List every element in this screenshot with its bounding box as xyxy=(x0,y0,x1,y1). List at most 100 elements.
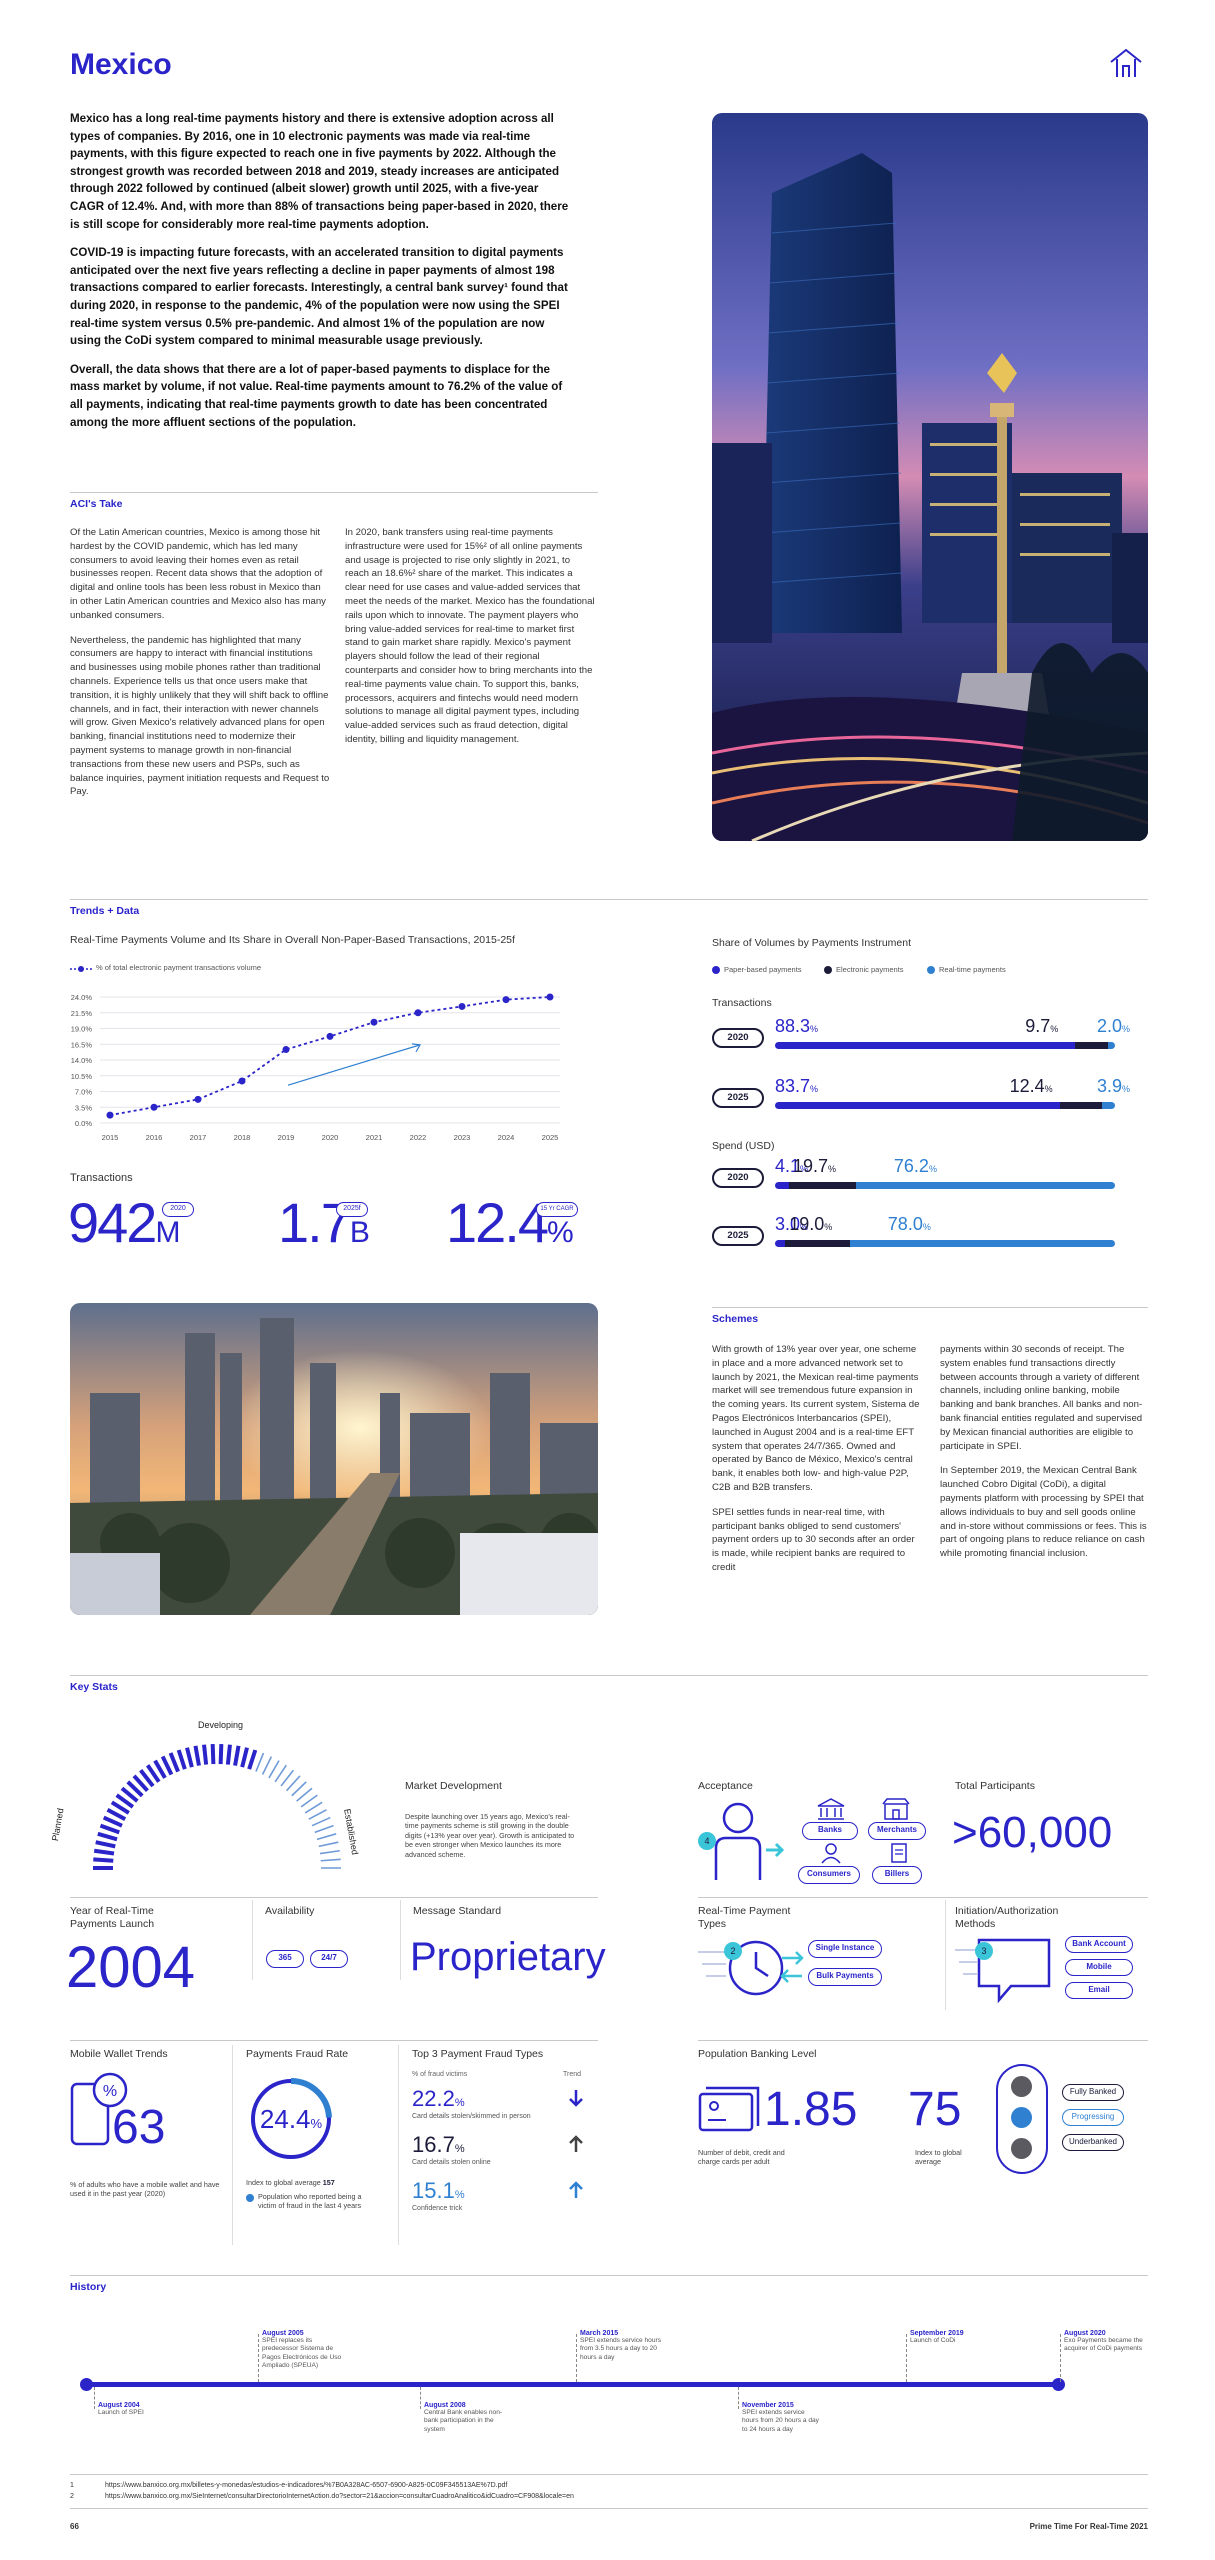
share-pct: % xyxy=(810,1084,819,1094)
y-tick-label: 10.5% xyxy=(71,1072,93,1081)
fraud-value: 16.7 xyxy=(412,2132,455,2157)
publication-title: Prime Time For Real-Time 2021 xyxy=(1029,2522,1148,2531)
share-transactions-label: Transactions xyxy=(712,997,772,1009)
timeline-start-dot xyxy=(80,2378,93,2391)
legend-label: Real-time payments xyxy=(939,965,1006,974)
chart-title: Real-Time Payments Volume and Its Share … xyxy=(70,934,515,946)
mexico-city-sunset-photo xyxy=(70,1303,598,1615)
aci-take-column-1: Of the Latin American countries, Mexico … xyxy=(70,526,330,810)
participants-title: Total Participants xyxy=(955,1780,1035,1792)
gauge-tick xyxy=(93,1857,114,1863)
schemes-heading: Schemes xyxy=(712,1313,759,1325)
rt-types-graphic: 2 Single Instance Bulk Payments xyxy=(698,1936,888,2006)
history-text: SPEI extends service hours from 3.5 hour… xyxy=(580,2337,661,2361)
gauge-tick xyxy=(168,1752,180,1773)
gauge-tick xyxy=(304,1801,323,1814)
clock-icon xyxy=(698,1940,804,1996)
availability-pill-247: 24/7 xyxy=(310,1950,348,1968)
gauge-tick xyxy=(115,1793,135,1809)
x-tick-label: 2020 xyxy=(322,1133,339,1142)
bar-electronic xyxy=(1059,1102,1102,1109)
acceptance-graphic: 4 Banks Merchants Consumers Billers xyxy=(696,1798,936,1890)
share-pct: % xyxy=(824,1222,833,1232)
bar-paper xyxy=(775,1240,786,1247)
gauge-tick xyxy=(193,1745,201,1766)
fraud-type-value: 15.1% xyxy=(412,2178,465,2204)
share-pct: % xyxy=(1122,1084,1131,1094)
history-text: Launch of SPEI xyxy=(98,2409,144,2416)
gauge-tick xyxy=(120,1786,139,1803)
share-pct: % xyxy=(1050,1024,1059,1034)
fraud-ring-fill xyxy=(290,2078,332,2118)
intro-paragraph-2: COVID-19 is impacting future forecasts, … xyxy=(70,246,568,348)
footnote-link[interactable]: https://www.banxico.org.mx/billetes-y-mo… xyxy=(105,2482,508,2489)
data-point xyxy=(370,1018,378,1026)
fraud-value: 15.1 xyxy=(412,2178,455,2203)
bar-paper xyxy=(775,1042,1076,1049)
x-tick-label: 2025 xyxy=(542,1133,559,1142)
history-date: August 2004 xyxy=(98,2402,140,2409)
share-title: Share of Volumes by Payments Instrument xyxy=(712,937,912,949)
mexico-city-night-photo xyxy=(712,113,1148,841)
gauge-tick xyxy=(176,1749,187,1770)
history-event-top: August 2005 SPEI replaces its predecessor… xyxy=(262,2330,344,2371)
y-tick-label: 19.0% xyxy=(71,1025,93,1034)
chart-legend-label: % of total electronic payment transactio… xyxy=(96,963,262,972)
gauge-tick xyxy=(316,1833,337,1841)
kpi-unit: M xyxy=(155,1216,181,1249)
fraud-index-value: 157 xyxy=(322,2178,335,2187)
share-pct: % xyxy=(810,1024,819,1034)
kpi-volume-2025: 1.7B 2025f xyxy=(278,1190,370,1255)
bar-electronic xyxy=(1075,1042,1109,1049)
share-pct: % xyxy=(1122,1024,1131,1034)
share-pct: % xyxy=(928,1164,937,1174)
gauge-tick xyxy=(93,1848,115,1856)
share-spend-label: Spend (USD) xyxy=(712,1140,775,1152)
aci-take-paragraph: Nevertheless, the pandemic has highlight… xyxy=(70,634,330,798)
gauge-tick xyxy=(247,1749,258,1770)
history-text: Launch of CoDi xyxy=(910,2337,956,2344)
home-icon[interactable] xyxy=(1108,46,1144,80)
footnote-number: 1 xyxy=(70,2482,74,2489)
gauge-tick xyxy=(261,1756,273,1775)
x-tick-label: 2019 xyxy=(278,1133,295,1142)
history-event-top: August 2020 Exo Payments became the acqui… xyxy=(1064,2330,1146,2354)
legend-label: Electronic payments xyxy=(836,965,904,974)
gauge-tick xyxy=(139,1769,155,1788)
banking-cards-value: 1.85 xyxy=(764,2083,858,2136)
gauge-tick xyxy=(274,1764,288,1783)
y-tick-label: 16.5% xyxy=(71,1040,93,1049)
fraud-type-label: Card details stolen/skimmed in person xyxy=(412,2113,531,2120)
history-text: SPEI replaces its predecessor Sistema de… xyxy=(262,2337,342,2370)
footnotes: 1 https://www.banxico.org.mx/billetes-y-m… xyxy=(70,2480,1148,2502)
launch-year: 2004 xyxy=(66,1935,196,2000)
acceptance-title: Acceptance xyxy=(698,1780,753,1792)
banking-index-value: 75 xyxy=(908,2083,962,2136)
history-event-bottom: November 2015 SPEI extends service hours … xyxy=(742,2402,822,2434)
timeline-end-dot xyxy=(1052,2378,1065,2391)
person-icon xyxy=(714,1802,785,1880)
arrow-up-icon xyxy=(569,2135,583,2152)
share-row: 2025 83.7% 12.4% 3.9% xyxy=(712,1076,1152,1110)
storefront-icon xyxy=(882,1798,910,1820)
year-pill: 2020 xyxy=(712,1168,764,1188)
page-title: Mexico xyxy=(70,48,172,81)
gauge-tick xyxy=(218,1744,224,1765)
fraud-col-victims: % of fraud victims xyxy=(412,2071,468,2078)
trend-arrow xyxy=(287,1044,421,1086)
fraud-rate-ring xyxy=(251,2078,332,2159)
gauge-tick xyxy=(97,1831,118,1842)
chat-bubble-icon xyxy=(955,1938,1051,2004)
gauge-tick xyxy=(160,1755,174,1776)
data-point xyxy=(546,993,554,1001)
schemes-column-2: payments within 30 seconds of receipt. T… xyxy=(940,1343,1148,1572)
gauge-tick xyxy=(311,1816,331,1827)
trends-heading: Trends + Data xyxy=(70,905,140,917)
light-fully-banked xyxy=(1011,2076,1032,2097)
x-tick-label: 2016 xyxy=(146,1133,163,1142)
gauge-tick xyxy=(102,1815,123,1828)
footnote-link[interactable]: https://www.banxico.org.mx/SieInternet/c… xyxy=(105,2493,574,2500)
kpi-value: 1.7 xyxy=(278,1191,352,1254)
share-realtime-value: 3.9% xyxy=(1097,1076,1130,1097)
wallet-value: 63 xyxy=(112,2101,166,2154)
